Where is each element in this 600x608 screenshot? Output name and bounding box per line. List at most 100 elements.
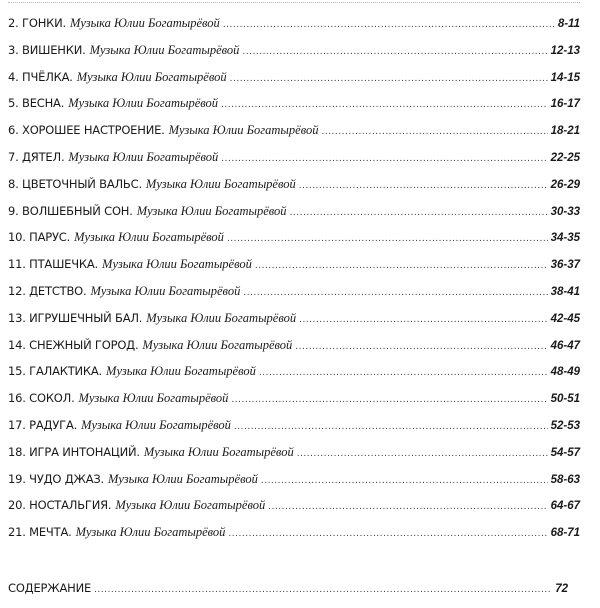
entry-title: 6. ХОРОШЕЕ НАСТРОЕНИЕ. bbox=[8, 123, 165, 138]
entry-page: 64-67 bbox=[550, 500, 580, 513]
entry-page: 72 bbox=[555, 583, 568, 595]
entry-title: 20. НОСТАЛЬГИЯ. bbox=[8, 498, 112, 513]
entry-page: 36-37 bbox=[550, 259, 580, 272]
toc-entry[interactable]: 2. ГОНКИ.Музыка Юлии Богатырёвой 8-11 bbox=[8, 16, 580, 43]
toc-entry-contents[interactable]: СОДЕРЖАНИЕ 72 bbox=[8, 581, 568, 608]
entry-page: 8-11 bbox=[557, 18, 580, 30]
toc-entry[interactable]: 3. ВИШЕНКИ.Музыка Юлии Богатырёвой 12-13 bbox=[8, 43, 580, 70]
toc-entry[interactable]: 18. ИГРА ИНТОНАЦИЙ. Музыка Юлии Богатырёв… bbox=[8, 445, 580, 472]
toc-entry[interactable]: 14. СНЕЖНЫЙ ГОРОД. Музыка Юлии Богатырёво… bbox=[8, 338, 580, 365]
entry-author: Музыка Юлии Богатырёвой bbox=[168, 123, 319, 138]
entry-title: 5. ВЕСНА. bbox=[8, 96, 65, 111]
entry-author: Музыка Юлии Богатырёвой bbox=[68, 96, 219, 111]
entry-author: Музыка Юлии Богатырёвой bbox=[76, 69, 227, 84]
entry-author: Музыка Юлии Богатырёвой bbox=[81, 417, 231, 432]
dot-leader bbox=[261, 476, 548, 486]
dot-leader bbox=[228, 529, 547, 539]
entry-author: Музыка Юлии Богатырёвой bbox=[78, 391, 229, 406]
entry-author: Музыка Юлии Богатырёвой bbox=[89, 42, 240, 57]
entry-title: СОДЕРЖАНИЕ bbox=[8, 581, 92, 595]
cut-off-previous-line bbox=[8, 0, 580, 3]
entry-author: Музыка Юлии Богатырёвой bbox=[68, 149, 219, 164]
entry-title: 4. ПЧЁЛКА. bbox=[8, 69, 73, 84]
dot-leader bbox=[268, 502, 547, 512]
entry-author: Музыка Юлии Богатырёвой bbox=[145, 176, 296, 191]
entry-page: 48-49 bbox=[550, 366, 580, 379]
entry-title: 7. ДЯТЕЛ. bbox=[8, 149, 65, 164]
table-of-contents: 2. ГОНКИ.Музыка Юлии Богатырёвой8-113. В… bbox=[8, 16, 580, 552]
toc-entry[interactable]: 20. НОСТАЛЬГИЯ.Музыка Юлии Богатырёвой 64… bbox=[8, 498, 580, 525]
entry-page: 68-71 bbox=[550, 527, 580, 540]
entry-page: 52-53 bbox=[550, 419, 580, 432]
dot-leader bbox=[230, 74, 548, 84]
dot-leader bbox=[259, 368, 548, 378]
entry-title: 13. ИГРУШЕЧНЫЙ БАЛ. bbox=[8, 310, 143, 325]
entry-author: Музыка Юлии Богатырёвой bbox=[102, 257, 252, 272]
dot-leader bbox=[299, 315, 547, 325]
entry-author: Музыка Юлии Богатырёвой bbox=[115, 498, 266, 513]
dot-leader bbox=[242, 47, 547, 57]
entry-title: 12. ДЕТСТВО. bbox=[8, 283, 87, 298]
dot-leader bbox=[297, 449, 548, 459]
toc-entry[interactable]: 10. ПАРУС.Музыка Юлии Богатырёвой 34-35 bbox=[8, 230, 580, 257]
entry-page: 22-25 bbox=[550, 151, 580, 164]
entry-page: 30-33 bbox=[550, 205, 580, 218]
dot-leader bbox=[321, 127, 547, 137]
entry-page: 18-21 bbox=[550, 125, 580, 138]
toc-entry[interactable]: 5. ВЕСНА.Музыка Юлии Богатырёвой 16-17 bbox=[8, 96, 580, 123]
entry-page: 14-15 bbox=[550, 71, 580, 84]
entry-author: Музыка Юлии Богатырёвой bbox=[106, 364, 256, 379]
entry-author: Музыка Юлии Богатырёвой bbox=[146, 310, 297, 325]
entry-page: 16-17 bbox=[550, 98, 580, 111]
toc-entry[interactable]: 11. ПТАШЕЧКА.Музыка Юлии Богатырёвой 36-3… bbox=[8, 257, 580, 284]
toc-entry[interactable]: 12. ДЕТСТВО.Музыка Юлии Богатырёвой 38-41 bbox=[8, 284, 580, 311]
entry-page: 26-29 bbox=[550, 178, 580, 191]
entry-author: Музыка Юлии Богатырёвой bbox=[75, 525, 226, 540]
entry-title: 15. ГАЛАКТИКА. bbox=[8, 364, 103, 379]
toc-entry[interactable]: 15. ГАЛАКТИКА.Музыка Юлии Богатырёвой 48-… bbox=[8, 364, 580, 391]
dot-leader bbox=[223, 20, 555, 30]
toc-entry[interactable]: 21. МЕЧТА.Музыка Юлии Богатырёвой 68-71 bbox=[8, 525, 580, 552]
toc-entry[interactable]: 19. ЧУДО ДЖАЗ. Музыка Юлии Богатырёвой 58-… bbox=[8, 472, 580, 499]
entry-title: 2. ГОНКИ. bbox=[8, 16, 66, 30]
dot-leader bbox=[295, 342, 547, 352]
entry-author: Музыка Юлии Богатырёвой bbox=[90, 283, 241, 298]
toc-entry[interactable]: 13. ИГРУШЕЧНЫЙ БАЛ. Музыка Юлии Богатырёв… bbox=[8, 311, 580, 338]
entry-page: 58-63 bbox=[550, 473, 580, 486]
entry-title: 16. СОКОЛ. bbox=[8, 391, 75, 406]
entry-page: 42-45 bbox=[550, 312, 580, 325]
entry-author: Музыка Юлии Богатырёвой bbox=[69, 16, 220, 30]
dot-leader bbox=[290, 208, 548, 218]
entry-page: 50-51 bbox=[550, 393, 580, 406]
dot-leader bbox=[231, 395, 547, 405]
dot-leader bbox=[299, 181, 548, 191]
toc-entry[interactable]: 8. ЦВЕТОЧНЫЙ ВАЛЬС. Музыка Юлии Богатырёв… bbox=[8, 177, 580, 204]
toc-entry[interactable]: 7. ДЯТЕЛ.Музыка Юлии Богатырёвой 22-25 bbox=[8, 150, 580, 177]
dot-leader bbox=[221, 100, 548, 110]
entry-title: 18. ИГРА ИНТОНАЦИЙ. bbox=[8, 444, 140, 459]
entry-author: Музыка Юлии Богатырёвой bbox=[74, 230, 224, 245]
dot-leader bbox=[94, 585, 552, 595]
entry-title: 11. ПТАШЕЧКА. bbox=[8, 257, 99, 272]
dot-leader bbox=[234, 422, 548, 432]
toc-entry[interactable]: 6. ХОРОШЕЕ НАСТРОЕНИЕ. Музыка Юлии Богаты… bbox=[8, 123, 580, 150]
entry-page: 46-47 bbox=[550, 339, 580, 352]
toc-entry[interactable]: 17. РАДУГА.Музыка Юлии Богатырёвой 52-53 bbox=[8, 418, 580, 445]
toc-entry[interactable]: 4. ПЧЁЛКА.Музыка Юлии Богатырёвой 14-15 bbox=[8, 70, 580, 97]
entry-title: 21. МЕЧТА. bbox=[8, 525, 72, 540]
entry-title: 10. ПАРУС. bbox=[8, 230, 71, 245]
entry-title: 17. РАДУГА. bbox=[8, 417, 78, 432]
entry-page: 34-35 bbox=[550, 232, 580, 245]
toc-entry[interactable]: 16. СОКОЛ.Музыка Юлии Богатырёвой 50-51 bbox=[8, 391, 580, 418]
entry-title: 14. СНЕЖНЫЙ ГОРОД. bbox=[8, 337, 139, 352]
entry-page: 38-41 bbox=[550, 285, 580, 298]
dot-leader bbox=[227, 234, 548, 244]
entry-title: 9. ВОЛШЕБНЫЙ СОН. bbox=[8, 203, 133, 218]
entry-page: 54-57 bbox=[550, 446, 580, 459]
dot-leader bbox=[255, 261, 548, 271]
toc-entry[interactable]: 9. ВОЛШЕБНЫЙ СОН. Музыка Юлии Богатырёвой… bbox=[8, 204, 580, 231]
entry-title: 8. ЦВЕТОЧНЫЙ ВАЛЬС. bbox=[8, 176, 142, 191]
entry-author: Музыка Юлии Богатырёвой bbox=[108, 471, 258, 486]
entry-title: 3. ВИШЕНКИ. bbox=[8, 42, 86, 57]
entry-author: Музыка Юлии Богатырёвой bbox=[142, 337, 293, 352]
